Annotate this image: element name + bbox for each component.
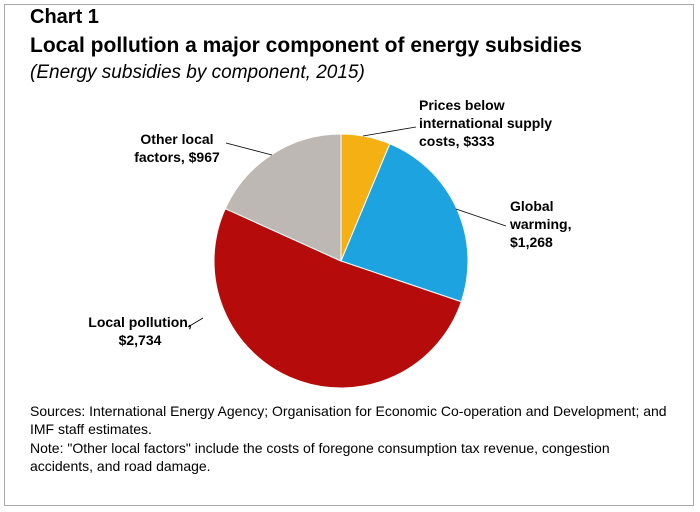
slice-label-line: international supply — [419, 115, 552, 131]
pie-slice-global-warming — [340, 143, 469, 303]
chart-footer: Sources: International Energy Agency; Or… — [30, 402, 670, 476]
leader-line — [362, 126, 417, 137]
pie-slice-other-local-factors — [224, 133, 342, 262]
slice-label: Local pollution, $2,734 — [88, 314, 191, 348]
slice-label-line: Global — [510, 198, 554, 214]
chart-number-label: Chart 1 — [30, 6, 99, 28]
slice-label: Other local factors, $967 — [134, 131, 220, 165]
slice-label-line: $1,268 — [510, 234, 553, 250]
pie-slice-local-pollution — [213, 207, 462, 389]
leader-line — [225, 142, 273, 156]
footnote: Note: "Other local factors" include the … — [30, 440, 610, 474]
slice-label-line: factors, $967 — [134, 149, 220, 165]
slice-label-line: costs, $333 — [419, 133, 495, 149]
slice-label-line: $2,734 — [119, 332, 162, 348]
chart-title: Local pollution a major component of ene… — [30, 34, 582, 57]
slice-label: Global warming, $1,268 — [509, 198, 571, 250]
sources-note: Sources: International Energy Agency; Or… — [30, 403, 667, 437]
slice-label: Prices below international supply costs, $… — [419, 97, 552, 149]
slice-label-line: warming, — [509, 216, 571, 232]
slice-label-line: Local pollution, — [88, 314, 191, 330]
slice-label-line: Other local — [140, 131, 213, 147]
leader-line — [455, 208, 507, 227]
chart-subtitle: (Energy subsidies by component, 2015) — [30, 62, 365, 83]
slice-label-line: Prices below — [419, 97, 505, 113]
leader-line — [187, 317, 204, 328]
